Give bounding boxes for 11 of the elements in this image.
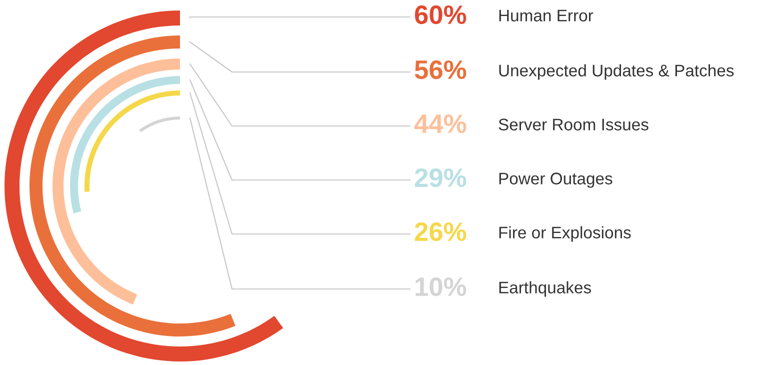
category-label: Earthquakes xyxy=(499,281,591,297)
category-label: Fire or Explosions xyxy=(499,226,631,242)
data-label: 60% xyxy=(414,5,466,24)
data-label: 44% xyxy=(414,114,466,134)
category-label: Server Room Issues xyxy=(498,118,648,130)
data-label: 29% xyxy=(414,168,466,188)
category-label: Power Outages xyxy=(499,172,612,188)
data-label: 26% xyxy=(414,222,466,242)
category-label: Human Error xyxy=(499,10,594,22)
data-label: 56% xyxy=(414,60,466,80)
category-label: Unexpected Updates & Patches xyxy=(499,64,734,80)
